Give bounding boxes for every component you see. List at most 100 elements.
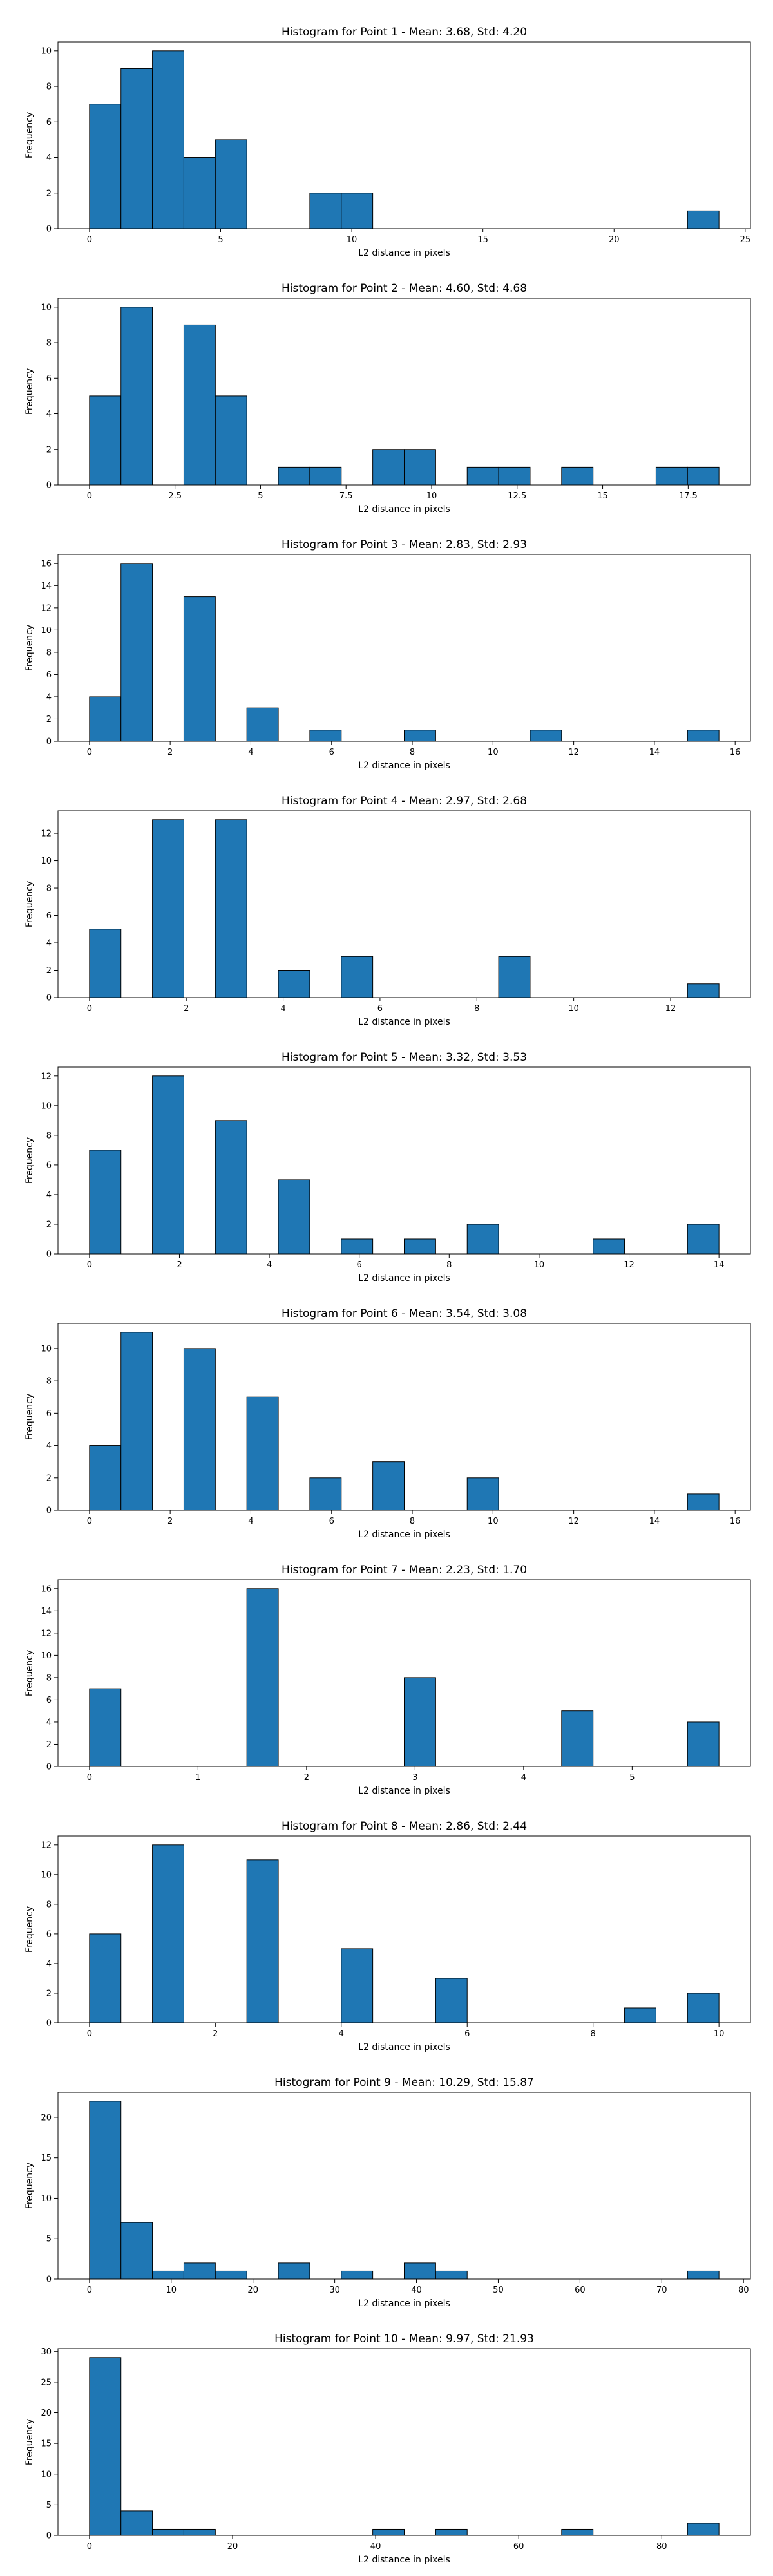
x-tick-label-9-4: 30 [329,2286,340,2295]
axes-frame-4 [57,810,751,998]
x-tick-label-6-8: 14 [649,1517,660,1526]
y-tick-label-7-1: 0 [46,1763,52,1772]
y-axis-label-5: Frequency [24,1137,35,1184]
x-tick-label-6-6: 10 [488,1517,499,1526]
histogram-bar-10-2 [120,2510,153,2536]
histogram-bar-2-7 [372,449,405,486]
y-tick-label-6-2: 2 [46,1473,52,1483]
histogram-bar-8-7 [687,1993,720,2023]
histogram-bar-5-1 [89,1150,122,1255]
y-tick-label-3-1: 0 [46,737,52,747]
histogram-bar-1-3 [152,50,184,229]
x-tick-label-10-4: 60 [513,2542,524,2552]
x-tick-label-9-2: 10 [166,2286,177,2295]
y-tick-label-9-1: 0 [46,2275,52,2285]
x-tick-label-8-5: 8 [591,2029,596,2039]
histogram-bar-4-6 [498,956,531,998]
y-tick-label-2-6: 10 [41,303,52,312]
y-axis-label-8: Frequency [24,1906,35,1953]
histogram-bar-3-8 [687,730,720,742]
x-tick-label-6-3: 4 [248,1517,253,1526]
y-tick-label-10-4: 15 [41,2439,52,2449]
x-tick-label-5-4: 6 [357,1260,362,1270]
histogram-bar-9-3 [152,2270,184,2280]
y-tick-label-6-6: 10 [41,1344,52,1354]
x-tick-label-1-2: 5 [218,235,223,245]
x-axis-label-8: L2 distance in pixels [358,2042,450,2052]
histogram-bar-5-9 [687,1224,720,1255]
x-tick-label-3-6: 10 [488,748,499,757]
x-tick-label-5-7: 12 [624,1260,635,1270]
chart-title-9: Histogram for Point 9 - Mean: 10.29, Std… [274,2076,534,2089]
chart-title-6: Histogram for Point 6 - Mean: 3.54, Std:… [282,1307,527,1320]
x-tick-label-8-2: 2 [213,2029,218,2039]
histogram-bar-1-7 [341,193,374,229]
y-tick-label-7-7: 12 [41,1629,52,1638]
y-tick-label-3-2: 2 [46,715,52,724]
histogram-bar-3-3 [183,596,216,742]
x-tick-label-2-6: 12.5 [508,491,526,501]
chart-title-3: Histogram for Point 3 - Mean: 2.83, Std:… [282,538,527,551]
histogram-bar-8-1 [89,1933,122,2023]
y-tick-label-2-5: 8 [46,339,52,348]
x-tick-label-2-3: 5 [258,491,263,501]
histogram-bar-2-13 [687,466,720,486]
y-tick-label-3-9: 16 [41,559,52,569]
x-tick-label-5-8: 14 [714,1260,725,1270]
x-tick-label-7-1: 0 [87,1773,92,1783]
x-tick-label-4-6: 10 [568,1004,579,1014]
histogram-bar-5-6 [404,1238,436,1255]
x-axis-label-2: L2 distance in pixels [358,504,450,515]
x-tick-label-3-4: 6 [329,748,334,757]
y-tick-label-1-5: 8 [46,82,52,92]
y-tick-label-3-4: 6 [46,670,52,680]
x-tick-label-4-4: 6 [377,1004,383,1014]
x-tick-label-4-5: 8 [474,1004,479,1014]
y-tick-label-6-4: 6 [46,1409,52,1419]
axes-frame-1 [57,41,751,229]
histogram-bar-9-6 [278,2262,310,2280]
chart-title-8: Histogram for Point 8 - Mean: 2.86, Std:… [282,1820,527,1833]
histogram-bar-5-2 [152,1075,184,1255]
histogram-bar-10-1 [89,2357,122,2536]
histogram-bar-9-5 [215,2270,247,2280]
histogram-bar-9-9 [435,2270,468,2280]
histogram-bar-7-2 [246,1588,279,1767]
y-tick-label-10-3: 10 [41,2470,52,2479]
x-tick-label-10-3: 40 [370,2542,381,2552]
x-tick-label-6-2: 2 [167,1517,173,1526]
histogram-bar-6-4 [246,1396,279,1511]
y-tick-label-3-7: 12 [41,603,52,613]
x-tick-label-10-2: 20 [227,2542,238,2552]
x-axis-label-5: L2 distance in pixels [358,1273,450,1283]
histogram-bar-9-4 [183,2262,216,2280]
y-axis-label-6: Frequency [24,1394,35,1440]
histogram-bar-1-5 [215,139,247,229]
histogram-bar-9-10 [687,2270,720,2280]
chart-title-5: Histogram for Point 5 - Mean: 3.32, Std:… [282,1051,527,1064]
x-tick-label-5-6: 10 [534,1260,545,1270]
x-axis-label-4: L2 distance in pixels [358,1017,450,1027]
y-tick-label-7-6: 10 [41,1651,52,1661]
histogram-bar-3-2 [120,563,153,742]
y-tick-label-2-4: 6 [46,374,52,384]
histogram-panel-9: Histogram for Point 9 - Mean: 10.29, Std… [24,2076,751,2309]
histogram-panel-3: Histogram for Point 3 - Mean: 2.83, Std:… [24,538,751,771]
y-tick-label-9-4: 15 [41,2154,52,2163]
y-tick-label-3-3: 4 [46,692,52,702]
y-tick-label-5-5: 8 [46,1131,52,1141]
histogram-bar-2-3 [183,324,216,486]
axes-frame-5 [57,1066,751,1255]
histogram-bar-3-6 [404,730,436,742]
y-tick-label-1-1: 0 [46,225,52,234]
x-tick-label-2-7: 15 [597,491,608,501]
y-axis-label-10: Frequency [24,2419,35,2465]
axes-frame-10 [57,2348,751,2536]
histogram-bar-4-2 [152,819,184,998]
x-tick-label-9-7: 60 [575,2286,586,2295]
x-tick-label-4-1: 0 [87,1004,92,1014]
y-tick-label-10-7: 30 [41,2347,52,2357]
histogram-bar-2-10 [498,466,531,486]
histogram-bar-2-4 [215,395,247,486]
x-tick-label-9-3: 20 [247,2286,258,2295]
